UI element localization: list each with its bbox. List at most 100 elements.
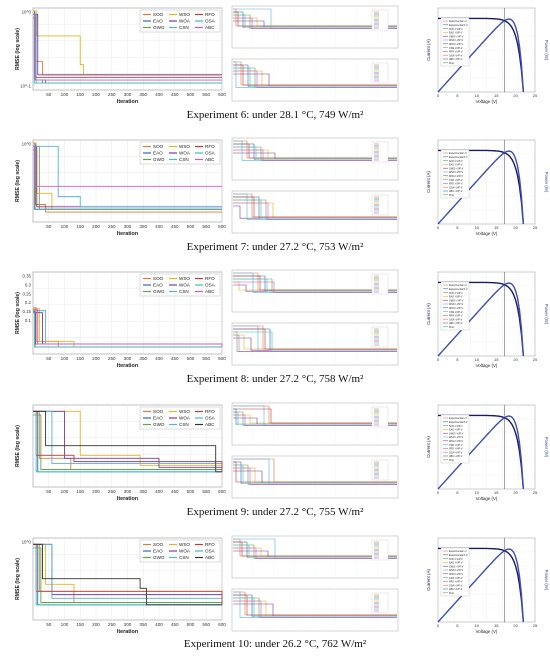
legend-label: WOA: [179, 283, 191, 288]
x-tick-label: 350: [139, 489, 147, 494]
pv-curve: [437, 18, 525, 93]
legend-label: CSN: [179, 157, 189, 162]
y-axis-left-label: Current (A): [426, 569, 431, 591]
x-tick-label: 350: [139, 356, 147, 361]
legend-label: Experimental I-V: [449, 20, 467, 23]
x-tick-label: 5: [456, 490, 459, 495]
y-tick-label: 0.3: [25, 282, 32, 287]
x-tick-label: 150: [76, 622, 84, 627]
parameter-trace: [233, 278, 397, 292]
legend-label: Pmp: [449, 194, 455, 197]
parameter-trace: [233, 17, 397, 29]
legend-label: WOA I-V/P-V: [449, 307, 463, 310]
y-tick-label: 0.15: [22, 309, 31, 314]
series-line-osa: [33, 414, 222, 473]
parameter-trace: [233, 149, 397, 161]
legend-label: SOO: [153, 276, 164, 281]
x-tick-label: 200: [92, 92, 100, 97]
x-tick-label: 5: [456, 93, 459, 98]
parameter-trace: [233, 196, 397, 218]
mini-legend: [371, 62, 389, 84]
x-tick-label: 250: [108, 224, 116, 229]
y-axis-right-label: Power (W): [544, 40, 549, 61]
x-tick-label: 400: [155, 356, 163, 361]
x-tick-label: 5: [456, 623, 459, 628]
x-tick-label: 450: [171, 489, 179, 494]
x-tick-label: 550: [202, 489, 210, 494]
x-tick-label: 25: [533, 225, 538, 230]
x-tick-label: 500: [187, 622, 195, 627]
legend-label: RFO I-V/P-V: [449, 183, 463, 186]
legend-label: EAO: [153, 283, 163, 288]
series-line-abc: [33, 543, 222, 606]
legend-label: ABC: [205, 422, 215, 427]
legend-label: OSA: [205, 151, 216, 156]
x-tick-label: 50: [46, 489, 52, 494]
y-axis-right-label: Power (W): [544, 172, 549, 193]
parameter-trace: [233, 11, 397, 27]
x-tick-label: 400: [155, 224, 163, 229]
legend-label: RFO I-V/P-V: [449, 448, 463, 451]
x-tick-label: 500: [187, 356, 195, 361]
x-tick-label: 25: [533, 93, 538, 98]
legend-label: EAO I-V/P-V: [449, 562, 463, 565]
legend-label: OSA I-V/P-V: [449, 186, 463, 189]
legend-label: RFO: [205, 409, 215, 414]
legend-label: Experimental I-V: [449, 284, 467, 287]
series-line-gwo: [33, 547, 222, 603]
parameter-evolution-plots: [231, 402, 399, 499]
x-tick-label: 5: [456, 357, 459, 362]
x-tick-label: 550: [202, 356, 210, 361]
legend-label: GWO: [153, 25, 165, 30]
x-tick-label: 100: [61, 489, 69, 494]
y-axis-right-label: Power (W): [544, 304, 549, 325]
x-tick-label: 300: [124, 224, 132, 229]
y-axis-label: RMSE (log scale): [15, 160, 21, 202]
parameter-trace: [233, 411, 397, 425]
legend-label: Pmp: [449, 592, 455, 595]
legend-label: ABC: [205, 25, 215, 30]
legend-label: GWO: [153, 422, 165, 427]
x-tick-label: 400: [155, 489, 163, 494]
x-tick-label: 20: [513, 225, 518, 230]
y-axis-left-label: Current (A): [426, 171, 431, 193]
x-tick-label: 450: [171, 224, 179, 229]
y-tick-label: 0.2: [25, 300, 32, 305]
parameter-trace: [233, 334, 397, 352]
legend-label: WSO I-V/P-V: [449, 171, 463, 174]
mini-legend: [371, 9, 389, 31]
legend-box: [139, 141, 221, 165]
y-tick-label: 0.1: [25, 318, 32, 323]
legend-label: OSA I-V/P-V: [449, 54, 463, 57]
x-tick-label: 100: [61, 224, 69, 229]
y-axis-right-label: Power (W): [544, 437, 549, 458]
x-tick-label: 10: [475, 93, 480, 98]
legend-label: SOO: [153, 144, 164, 149]
experiment-caption: Experiment 8: under 27.2 °C, 758 W/m²: [186, 373, 364, 385]
parameter-trace: [233, 547, 397, 559]
legend-label: SOO: [153, 409, 164, 414]
legend-box: [440, 281, 470, 331]
legend-label: Experimental I-V: [449, 417, 467, 420]
x-tick-label: 20: [513, 357, 518, 362]
experiment-caption: Experiment 9: under 27.2 °C, 755 W/m²: [186, 506, 364, 518]
x-tick-label: 15: [494, 623, 499, 628]
mini-legend: [371, 539, 389, 561]
legend-label: ABC I-V/P-V: [449, 322, 463, 325]
x-axis-label: Iteration: [117, 231, 138, 237]
legend-label: WOA: [179, 416, 191, 421]
convergence-chart: 50 100 150 200 250 300 350 400 450 500 550 600 10^0 1…: [15, 7, 226, 105]
series-line-abc: [33, 13, 222, 81]
x-tick-label: 350: [139, 224, 147, 229]
legend-label: CSN I-V/P-V: [449, 577, 463, 580]
legend-box: [139, 539, 221, 563]
parameter-evolution-plots: [231, 535, 399, 632]
legend-label: RFO I-V/P-V: [449, 315, 463, 318]
parameter-trace: [233, 414, 397, 426]
y-tick-label: 10^0: [22, 142, 32, 147]
x-axis-label: Voltage (V): [476, 496, 498, 501]
x-tick-label: 25: [533, 357, 538, 362]
x-tick-label: 250: [108, 622, 116, 627]
